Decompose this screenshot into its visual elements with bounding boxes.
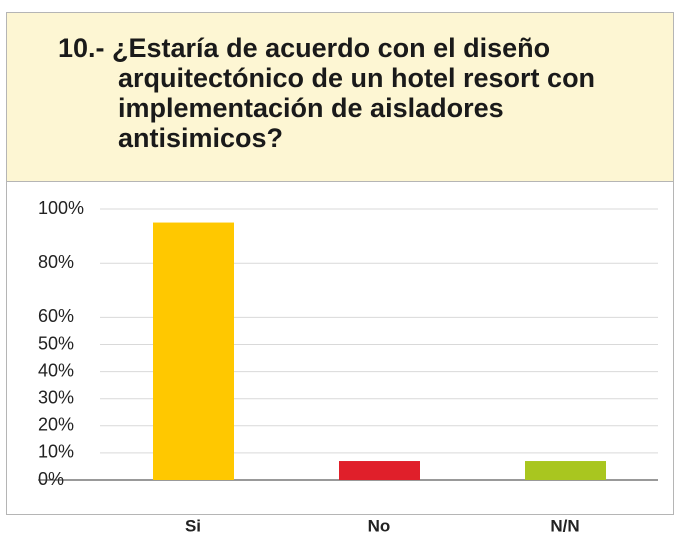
y-tick-label: 60% (38, 306, 74, 326)
y-tick-label: 80% (38, 252, 74, 272)
x-tick-label: Si (185, 516, 201, 535)
y-tick-label: 10% (38, 442, 74, 462)
y-tick-label: 20% (38, 415, 74, 435)
y-tick-label: 30% (38, 387, 74, 407)
bar (339, 461, 420, 480)
bar (525, 461, 606, 480)
y-tick-label: 50% (38, 333, 74, 353)
bar (153, 222, 234, 481)
chart-frame: 10.- ¿Estaría de acuerdo con el diseño a… (6, 12, 674, 515)
chart-title: 10.- ¿Estaría de acuerdo con el diseño a… (58, 33, 596, 153)
x-tick-label: No (368, 516, 391, 535)
y-tick-label: 100% (38, 198, 84, 218)
x-tick-label: N/N (550, 516, 579, 535)
y-tick-label: 40% (38, 360, 74, 380)
y-tick-label: 0% (38, 469, 64, 489)
title-box: 10.- ¿Estaría de acuerdo con el diseño a… (7, 13, 673, 182)
